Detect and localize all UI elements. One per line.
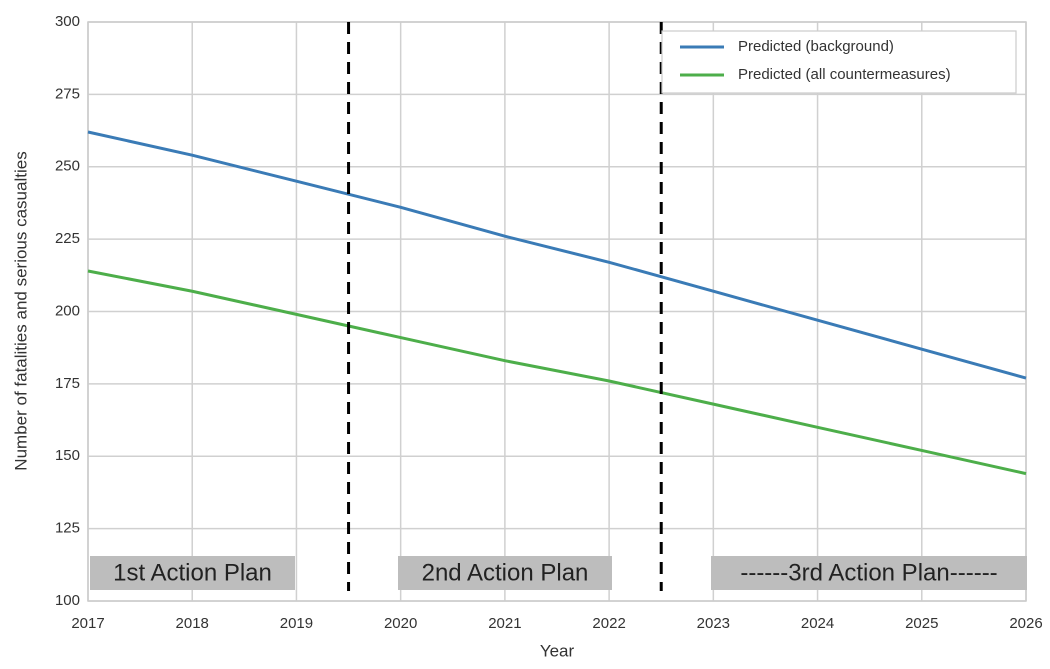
legend: Predicted (background) Predicted (all cou… [661,30,1017,94]
x-tick-label: 2026 [1009,615,1042,632]
x-tick-label: 2025 [905,615,938,632]
x-tick-label: 2017 [71,615,104,632]
legend-frame [661,30,1017,94]
x-axis-label: Year [540,641,575,660]
y-tick-label: 100 [55,592,80,609]
legend-label: Predicted (all countermeasures) [738,66,951,83]
x-tick-label: 2023 [697,615,730,632]
annotation-box [90,556,295,590]
legend-label: Predicted (background) [738,38,894,55]
series-line [87,130,1027,380]
y-tick-label: 125 [55,520,80,537]
y-tick-label: 200 [55,302,80,319]
annotation: 1st Action Plan [113,559,272,586]
annotation-box [398,556,612,590]
series-line [87,269,1027,476]
x-tick-label: 2020 [384,615,417,632]
plot-frame [87,21,1027,602]
y-tick-label: 225 [55,230,80,247]
y-tick-label: 175 [55,375,80,392]
x-tick-label: 2022 [592,615,625,632]
annotation: 2nd Action Plan [422,559,589,586]
y-tick-label: 275 [55,85,80,102]
y-axis-label: Number of fatalities and serious casualt… [11,151,30,470]
y-tick-label: 300 [55,13,80,30]
x-tick-label: 2019 [280,615,313,632]
x-tick-label: 2018 [176,615,209,632]
annotation: ------3rd Action Plan------ [740,559,997,586]
annotation-box [711,556,1027,590]
y-tick-label: 150 [55,447,80,464]
x-tick-label: 2021 [488,615,521,632]
x-tick-label: 2024 [801,615,834,632]
y-tick-label: 250 [55,158,80,175]
